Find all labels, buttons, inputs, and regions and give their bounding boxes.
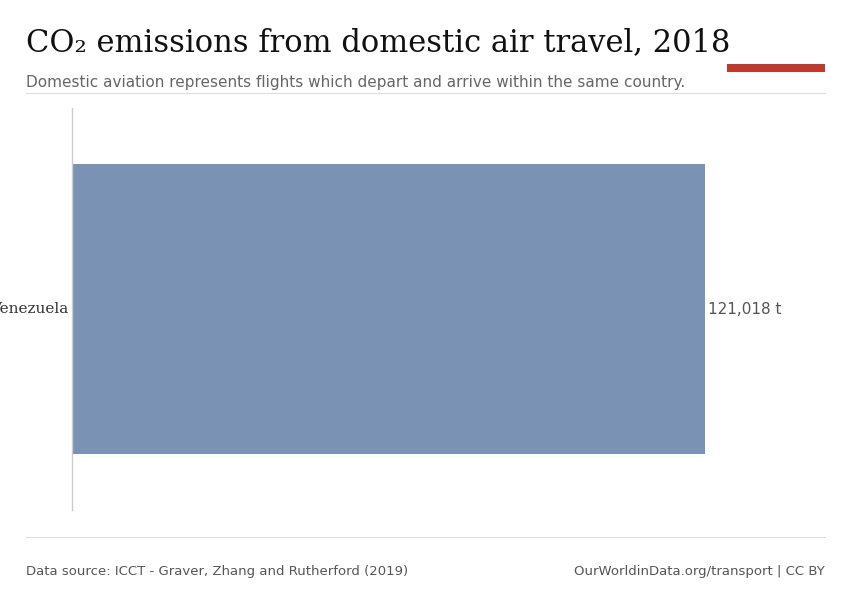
Text: CO₂ emissions from domestic air travel, 2018: CO₂ emissions from domestic air travel, … bbox=[26, 27, 730, 58]
Text: Data source: ICCT - Graver, Zhang and Rutherford (2019): Data source: ICCT - Graver, Zhang and Ru… bbox=[26, 565, 408, 578]
Text: in Data: in Data bbox=[751, 39, 800, 52]
Text: Venezuela: Venezuela bbox=[0, 302, 69, 316]
Text: Domestic aviation represents flights which depart and arrive within the same cou: Domestic aviation represents flights whi… bbox=[26, 75, 685, 90]
Text: OurWorldinData.org/transport | CC BY: OurWorldinData.org/transport | CC BY bbox=[574, 565, 824, 578]
Bar bbox=[72, 164, 706, 454]
Bar bbox=[727, 64, 824, 72]
Text: Our World: Our World bbox=[742, 20, 809, 32]
Text: 121,018 t: 121,018 t bbox=[708, 301, 781, 317]
